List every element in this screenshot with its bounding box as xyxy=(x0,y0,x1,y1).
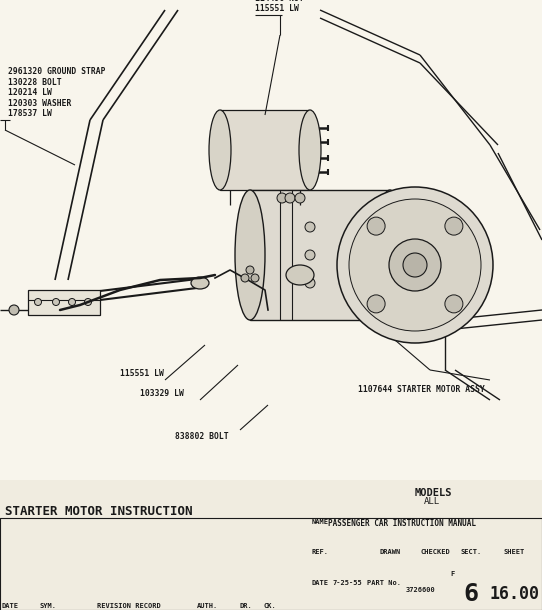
Circle shape xyxy=(445,217,463,235)
Circle shape xyxy=(68,298,75,306)
Text: NAME: NAME xyxy=(312,519,329,525)
Text: 103329 LW: 103329 LW xyxy=(140,389,184,398)
Ellipse shape xyxy=(209,110,231,190)
Text: MODELS: MODELS xyxy=(415,488,453,498)
Text: PASSENGER CAR INSTRUCTION MANUAL: PASSENGER CAR INSTRUCTION MANUAL xyxy=(328,519,476,528)
Polygon shape xyxy=(220,110,310,190)
Text: DATE: DATE xyxy=(2,603,19,609)
Text: F: F xyxy=(450,571,454,576)
Ellipse shape xyxy=(235,190,265,320)
Circle shape xyxy=(285,193,295,203)
Circle shape xyxy=(403,253,427,277)
Text: CK.: CK. xyxy=(264,603,277,609)
Circle shape xyxy=(367,217,385,235)
Circle shape xyxy=(305,222,315,232)
Polygon shape xyxy=(28,290,100,315)
Circle shape xyxy=(277,193,287,203)
Text: 7-25-55: 7-25-55 xyxy=(332,580,362,586)
Ellipse shape xyxy=(191,277,209,289)
Text: 1107644 STARTER MOTOR ASSY: 1107644 STARTER MOTOR ASSY xyxy=(358,385,485,394)
Circle shape xyxy=(53,298,60,306)
Text: REVISION RECORD: REVISION RECORD xyxy=(96,603,160,609)
Text: 6: 6 xyxy=(463,583,479,606)
Text: DR.: DR. xyxy=(240,603,253,609)
Circle shape xyxy=(305,278,315,288)
Text: SHEET: SHEET xyxy=(504,550,525,555)
Text: DRAWN: DRAWN xyxy=(379,550,401,555)
Circle shape xyxy=(337,187,493,343)
Ellipse shape xyxy=(375,190,405,320)
Circle shape xyxy=(295,193,305,203)
Text: STARTER MOTOR INSTRUCTION: STARTER MOTOR INSTRUCTION xyxy=(5,505,192,518)
Circle shape xyxy=(305,250,315,260)
Bar xyxy=(0,480,542,610)
Text: REF.: REF. xyxy=(312,550,329,555)
Ellipse shape xyxy=(299,110,321,190)
Circle shape xyxy=(241,274,249,282)
Bar xyxy=(0,0,542,480)
Circle shape xyxy=(85,298,92,306)
Circle shape xyxy=(349,199,481,331)
Text: DATE: DATE xyxy=(312,580,329,586)
Text: 16.00: 16.00 xyxy=(489,586,539,603)
Circle shape xyxy=(9,305,19,315)
Polygon shape xyxy=(250,190,390,320)
Circle shape xyxy=(246,266,254,274)
Text: 114496 NUT
115551 LW: 114496 NUT 115551 LW xyxy=(255,0,304,13)
Text: 838802 BOLT: 838802 BOLT xyxy=(175,432,229,441)
Text: AUTH.: AUTH. xyxy=(197,603,218,609)
Circle shape xyxy=(251,274,259,282)
Circle shape xyxy=(367,295,385,313)
Text: SYM.: SYM. xyxy=(40,603,57,609)
Text: ALL: ALL xyxy=(424,497,440,506)
Text: SECT.: SECT. xyxy=(460,550,482,555)
Text: CHECKED: CHECKED xyxy=(420,550,450,555)
Text: 2961320 GROUND STRAP
130228 BOLT
120214 LW
120303 WASHER
178537 LW: 2961320 GROUND STRAP 130228 BOLT 120214 … xyxy=(8,67,106,118)
Text: PART No.: PART No. xyxy=(367,580,401,586)
Text: 115551 LW: 115551 LW xyxy=(120,369,164,378)
Circle shape xyxy=(445,295,463,313)
Circle shape xyxy=(35,298,42,306)
Ellipse shape xyxy=(286,265,314,285)
Circle shape xyxy=(389,239,441,291)
Bar xyxy=(0,518,542,610)
Text: 3726600: 3726600 xyxy=(405,587,435,593)
